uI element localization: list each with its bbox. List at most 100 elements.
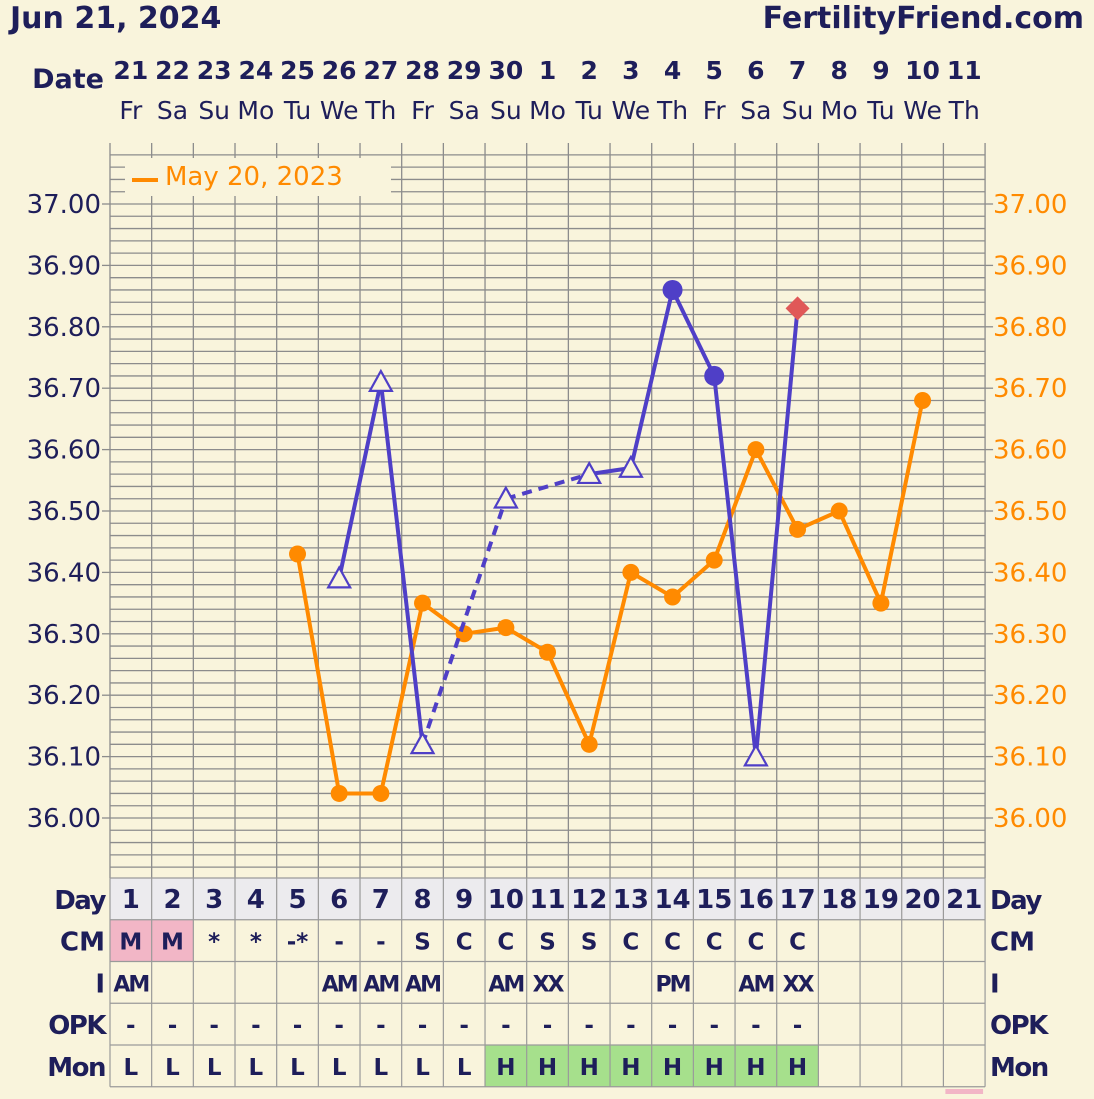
- table-day-number: 5: [288, 885, 306, 915]
- table-cell: -: [376, 930, 386, 956]
- data-point-orange: [539, 643, 557, 661]
- y-tick-label-right: 37.00: [993, 190, 1067, 220]
- table-cell: L: [249, 1055, 264, 1081]
- table-cell: C: [747, 930, 764, 956]
- calendar-date: 25: [280, 56, 315, 85]
- table-cell: H: [746, 1055, 765, 1081]
- series-segment-purple: [378, 381, 425, 745]
- y-tick-label-right: 36.90: [993, 251, 1067, 281]
- table-row-label-left: OPK: [48, 1011, 107, 1041]
- data-point-open-triangle: [409, 731, 436, 755]
- calendar-weekday: Mo: [529, 96, 566, 125]
- calendar-date: 8: [831, 56, 848, 85]
- legend-label-orange: May 20, 2023: [165, 162, 343, 192]
- series-segment-purple: [337, 381, 383, 579]
- table-cell: L: [165, 1055, 180, 1081]
- table-cell: C: [789, 930, 806, 956]
- table-day-number: 10: [488, 885, 524, 915]
- table-cell: -: [668, 1013, 678, 1039]
- table-cell: -: [376, 1013, 386, 1039]
- series-segment-dashed: [505, 472, 590, 501]
- table-cell: H: [705, 1055, 724, 1081]
- calendar-weekday: We: [903, 96, 942, 125]
- table-cell: AM: [113, 972, 148, 997]
- calendar-weekday: Th: [656, 96, 688, 125]
- calendar-date: 23: [197, 56, 232, 85]
- table-day-number: 17: [779, 885, 815, 915]
- calendar-date: 4: [664, 56, 681, 85]
- table-day-number: 18: [821, 885, 857, 915]
- table-day-number: 12: [571, 885, 607, 915]
- table-cell-highlight-pink: [151, 919, 194, 962]
- table-cell: H: [496, 1055, 515, 1081]
- table-cell-highlight-green: [693, 1045, 736, 1087]
- data-point-red-diamond: [785, 296, 810, 321]
- table-row-band: [110, 1003, 986, 1045]
- data-point-open-triangle: [492, 485, 519, 509]
- calendar-weekday: Th: [364, 96, 396, 125]
- table-cell-highlight-green: [610, 1045, 652, 1087]
- table-cell: -: [584, 1013, 594, 1039]
- calendar-weekday: Sa: [449, 96, 480, 125]
- table-day-number: 3: [205, 885, 223, 915]
- series-line-orange: [295, 400, 925, 796]
- table-day-number: 16: [738, 885, 774, 915]
- table-day-number: 11: [529, 885, 565, 915]
- calendar-weekday: Fr: [119, 96, 143, 125]
- y-tick-label-right: 36.50: [993, 497, 1067, 527]
- table-day-number: 13: [613, 885, 649, 915]
- table-cell: *: [250, 930, 262, 956]
- table-cell: L: [290, 1055, 305, 1081]
- table-cell: L: [207, 1055, 222, 1081]
- table-cell: M: [161, 930, 184, 956]
- table-cell-highlight-green: [485, 1045, 527, 1087]
- table-cell: C: [706, 930, 723, 956]
- y-tick-label-left: 36.00: [27, 804, 101, 834]
- table-cell: -: [168, 1013, 178, 1039]
- calendar-date: 30: [488, 56, 523, 85]
- table-row-band: [110, 919, 986, 962]
- table-row-label-left: CM: [60, 928, 105, 958]
- table-day-number: 6: [330, 885, 348, 915]
- table-cell: -: [209, 1013, 219, 1039]
- legend-box: [125, 158, 391, 196]
- table-row-label-left: Day: [54, 886, 106, 916]
- y-tick-label-left: 36.90: [27, 251, 101, 281]
- table-day-number: 9: [455, 885, 473, 915]
- table-cell: C: [456, 930, 473, 956]
- y-tick-label-left: 36.70: [27, 374, 101, 404]
- y-tick-label-left: 36.30: [27, 620, 101, 650]
- calendar-weekday: Sa: [740, 96, 771, 125]
- table-day-number: 8: [413, 885, 431, 915]
- table-day-number: 2: [163, 885, 181, 915]
- table-cell: -*: [287, 930, 309, 956]
- calendar-date: 27: [363, 56, 398, 85]
- table-cell: -: [543, 1013, 553, 1039]
- table-cell-highlight-pink: [945, 1089, 984, 1094]
- calendar-date: 7: [789, 56, 806, 85]
- table-cell: H: [788, 1055, 807, 1081]
- table-day-number: 21: [946, 885, 982, 915]
- y-tick-label-left: 36.10: [27, 743, 101, 773]
- table-cell: AM: [322, 972, 357, 997]
- data-point-open-triangle: [326, 565, 353, 589]
- calendar-date: 28: [405, 56, 440, 85]
- table-cell: -: [126, 1013, 136, 1039]
- table-cell: AM: [363, 972, 398, 997]
- y-axis-labels: 36.00 36.00 36.10 36.10 36.20 36.20 36.30 36.30…: [27, 190, 1068, 834]
- series-segment-purple: [712, 375, 758, 757]
- table-day-number: 20: [904, 885, 940, 915]
- table-cell: C: [622, 930, 639, 956]
- table-cell: -: [709, 1013, 719, 1039]
- calendar-header: 21Fr22Sa23Su24Mo25Tu26We27Th28Fr29Sa30Su…: [113, 56, 981, 125]
- table-cell-highlight-green: [735, 1045, 777, 1087]
- y-tick-label-right: 36.20: [993, 681, 1067, 711]
- table-row-label-right: CM: [990, 928, 1035, 958]
- y-tick-label-left: 36.20: [27, 681, 101, 711]
- data-point-orange: [330, 784, 348, 802]
- calendar-date: 5: [706, 56, 723, 85]
- table-cell: -: [793, 1013, 803, 1039]
- y-tick-label-left: 36.60: [27, 436, 101, 466]
- y-tick-label-right: 36.40: [993, 558, 1067, 588]
- table-day-number: 15: [696, 885, 732, 915]
